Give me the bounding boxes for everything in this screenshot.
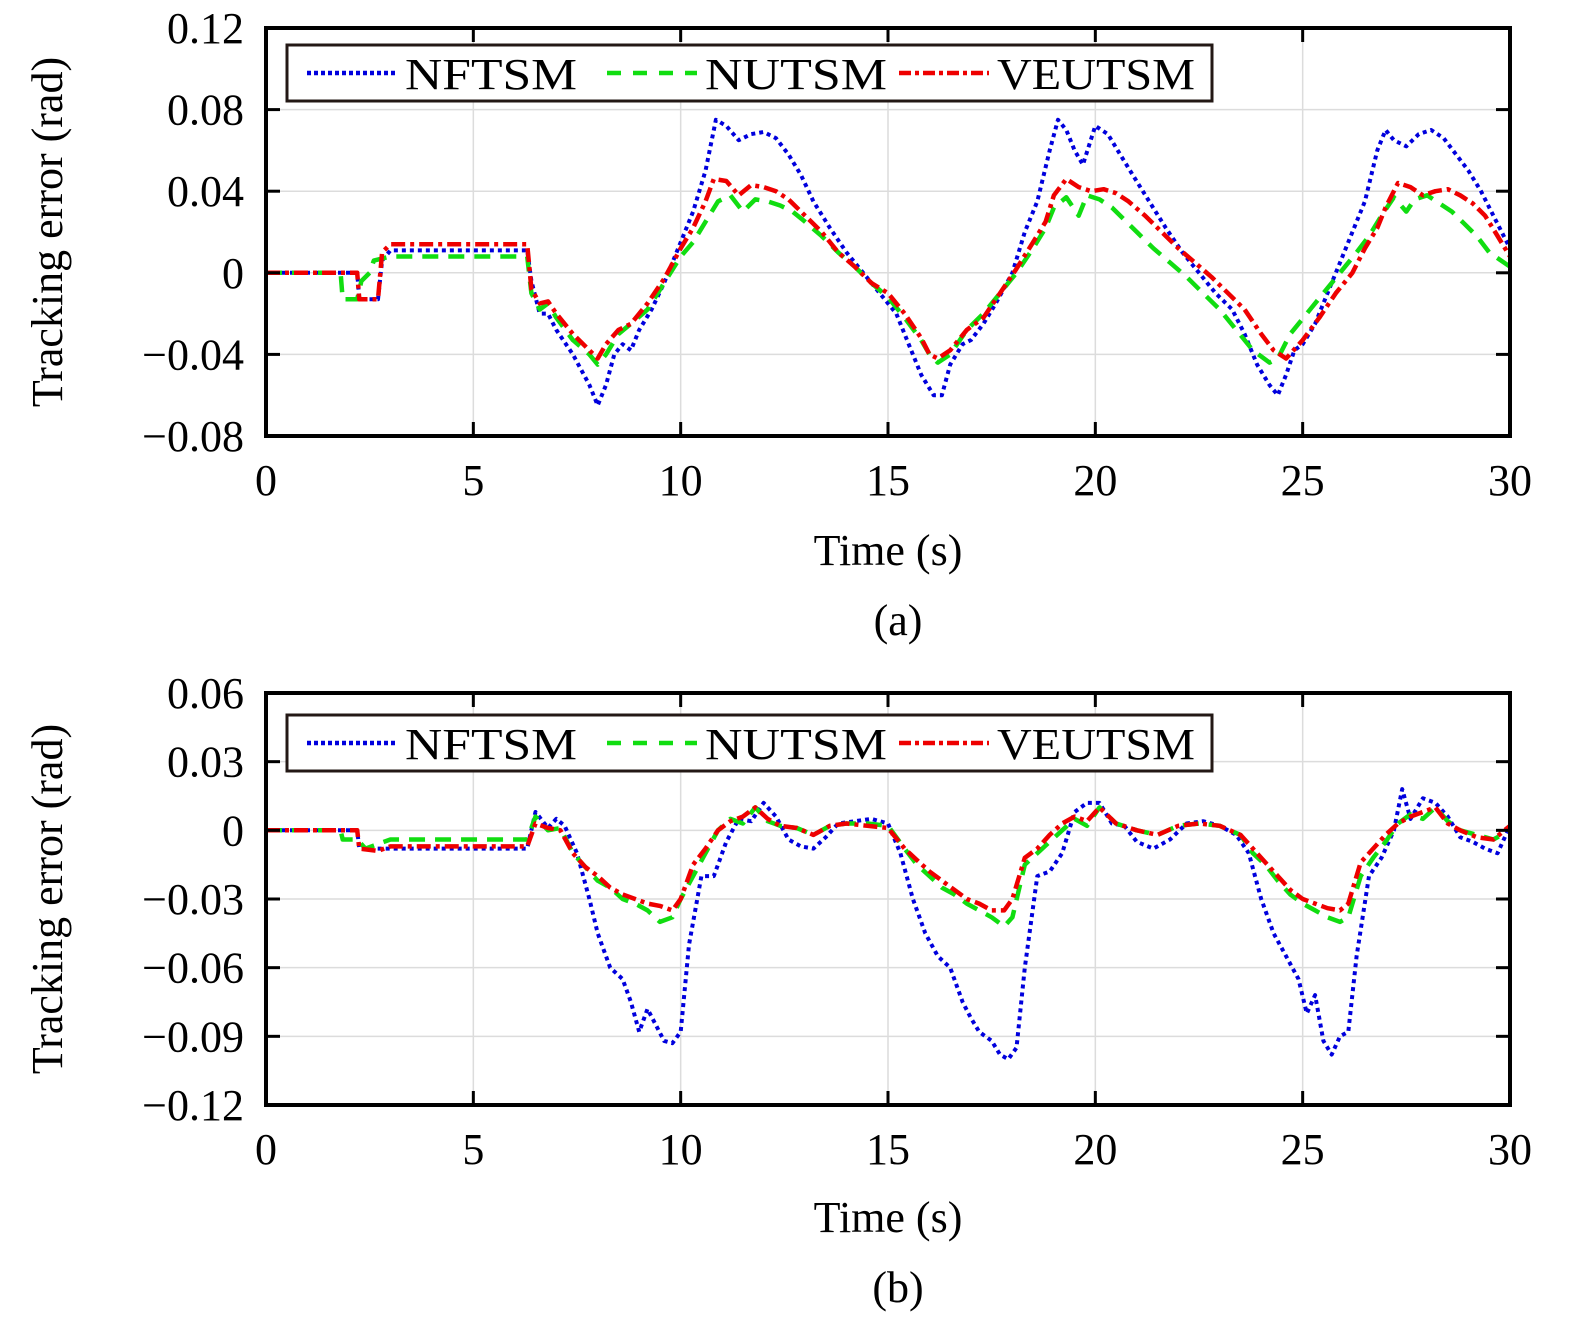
series-line-nftsm bbox=[266, 117, 1510, 408]
y-tick-label: 0.04 bbox=[167, 167, 244, 216]
legend-label-veutsm: VEUTSM bbox=[997, 720, 1195, 769]
y-axis-title: Tracking error (rad) bbox=[23, 57, 72, 407]
series-line-veutsm bbox=[266, 805, 1510, 913]
panel-b: 0 5 10 15 20 25 30 −0.12 −0.09 −0.06 −0.03 0 0.03 0.0… bbox=[23, 669, 1532, 1312]
panel-caption: (b) bbox=[872, 1263, 923, 1312]
x-tick-label: 10 bbox=[659, 456, 703, 505]
x-tick-label: 25 bbox=[1281, 456, 1325, 505]
y-tick-label: 0.08 bbox=[167, 86, 244, 135]
series-group bbox=[266, 117, 1510, 408]
y-tick-label: −0.08 bbox=[142, 412, 244, 461]
y-tick-label: −0.12 bbox=[142, 1081, 244, 1130]
x-tick-label: 15 bbox=[866, 1125, 910, 1174]
y-tick-label: −0.06 bbox=[142, 944, 244, 993]
legend-box bbox=[285, 713, 1214, 773]
y-axis-title: Tracking error (rad) bbox=[23, 724, 72, 1074]
panel-a: 0 5 10 15 20 25 30 −0.08 −0.04 0 0.04 0.08 0.12 Time … bbox=[23, 4, 1532, 645]
x-tick-label: 15 bbox=[866, 456, 910, 505]
x-tick-label: 20 bbox=[1073, 456, 1117, 505]
y-tick-label: 0.03 bbox=[167, 738, 244, 787]
legend-label-veutsm: VEUTSM bbox=[997, 50, 1195, 99]
x-tick-label: 25 bbox=[1281, 1125, 1325, 1174]
y-tick-label: 0 bbox=[222, 806, 244, 855]
y-tick-label: 0.06 bbox=[167, 669, 244, 718]
series-line-nutsm bbox=[266, 805, 1510, 929]
x-tick-label: 10 bbox=[659, 1125, 703, 1174]
x-tick-label: 30 bbox=[1488, 1125, 1532, 1174]
x-tick-label: 5 bbox=[462, 456, 484, 505]
series-line-veutsm bbox=[266, 176, 1510, 361]
series-group bbox=[266, 787, 1510, 1062]
legend-label-nftsm: NFTSM bbox=[405, 50, 577, 99]
legend: NFTSM NUTSM VEUTSM bbox=[285, 713, 1214, 773]
legend-label-nutsm: NUTSM bbox=[705, 50, 887, 99]
y-tick-label: −0.04 bbox=[142, 330, 244, 379]
panel-caption: (a) bbox=[874, 596, 923, 645]
x-tick-label: 0 bbox=[255, 1125, 277, 1174]
legend-box bbox=[285, 43, 1214, 103]
x-tick-label: 0 bbox=[255, 456, 277, 505]
x-axis-title: Time (s) bbox=[814, 1193, 963, 1242]
y-tick-label: −0.03 bbox=[142, 875, 244, 924]
x-tick-label: 30 bbox=[1488, 456, 1532, 505]
y-tick-label: 0.12 bbox=[167, 4, 244, 53]
legend-label-nutsm: NUTSM bbox=[705, 720, 887, 769]
x-tick-label: 20 bbox=[1073, 1125, 1117, 1174]
legend-label-nftsm: NFTSM bbox=[405, 720, 577, 769]
y-tick-label: 0 bbox=[222, 249, 244, 298]
x-tick-label: 5 bbox=[462, 1125, 484, 1174]
series-line-nutsm bbox=[266, 193, 1510, 367]
x-axis-title: Time (s) bbox=[814, 526, 963, 575]
y-tick-label: −0.09 bbox=[142, 1012, 244, 1061]
legend: NFTSM NUTSM VEUTSM bbox=[285, 43, 1214, 103]
